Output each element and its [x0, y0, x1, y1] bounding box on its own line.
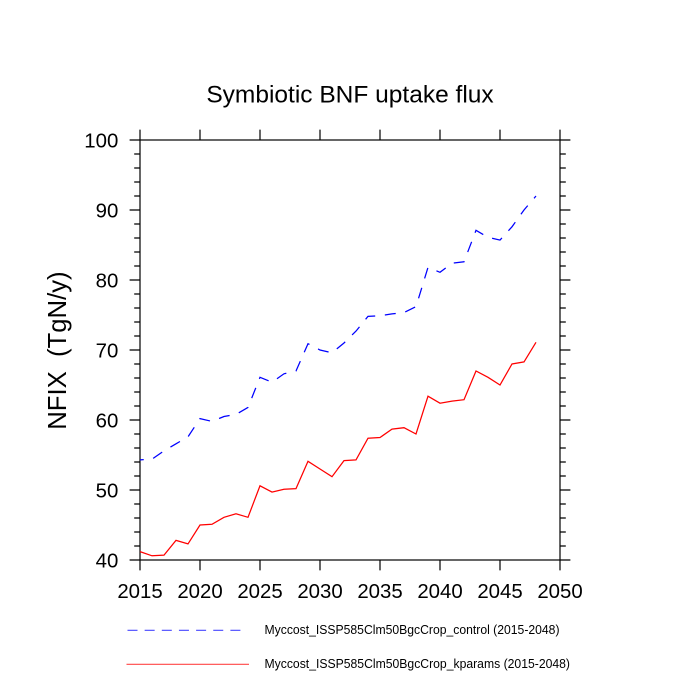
svg-text:2050: 2050 — [537, 581, 582, 603]
svg-text:NFIX (TgN/y): NFIX (TgN/y) — [44, 271, 72, 429]
svg-text:2040: 2040 — [417, 581, 462, 603]
svg-text:2025: 2025 — [237, 581, 282, 603]
svg-text:90: 90 — [96, 200, 119, 222]
svg-text:2020: 2020 — [177, 581, 222, 603]
svg-text:60: 60 — [96, 410, 119, 432]
svg-text:70: 70 — [96, 340, 119, 362]
svg-text:100: 100 — [84, 130, 118, 152]
svg-text:2045: 2045 — [477, 581, 522, 603]
svg-text:50: 50 — [96, 480, 119, 502]
svg-text:2030: 2030 — [297, 581, 342, 603]
svg-text:Myccost_ISSP585Clm50BgcCrop_co: Myccost_ISSP585Clm50BgcCrop_control (201… — [265, 622, 560, 637]
svg-text:2035: 2035 — [357, 581, 402, 603]
svg-text:Symbiotic BNF uptake flux: Symbiotic BNF uptake flux — [206, 82, 493, 109]
svg-text:80: 80 — [96, 270, 119, 292]
svg-text:Myccost_ISSP585Clm50BgcCrop_kp: Myccost_ISSP585Clm50BgcCrop_kparams (201… — [265, 656, 571, 671]
svg-text:40: 40 — [96, 550, 119, 572]
svg-text:2015: 2015 — [117, 581, 162, 603]
